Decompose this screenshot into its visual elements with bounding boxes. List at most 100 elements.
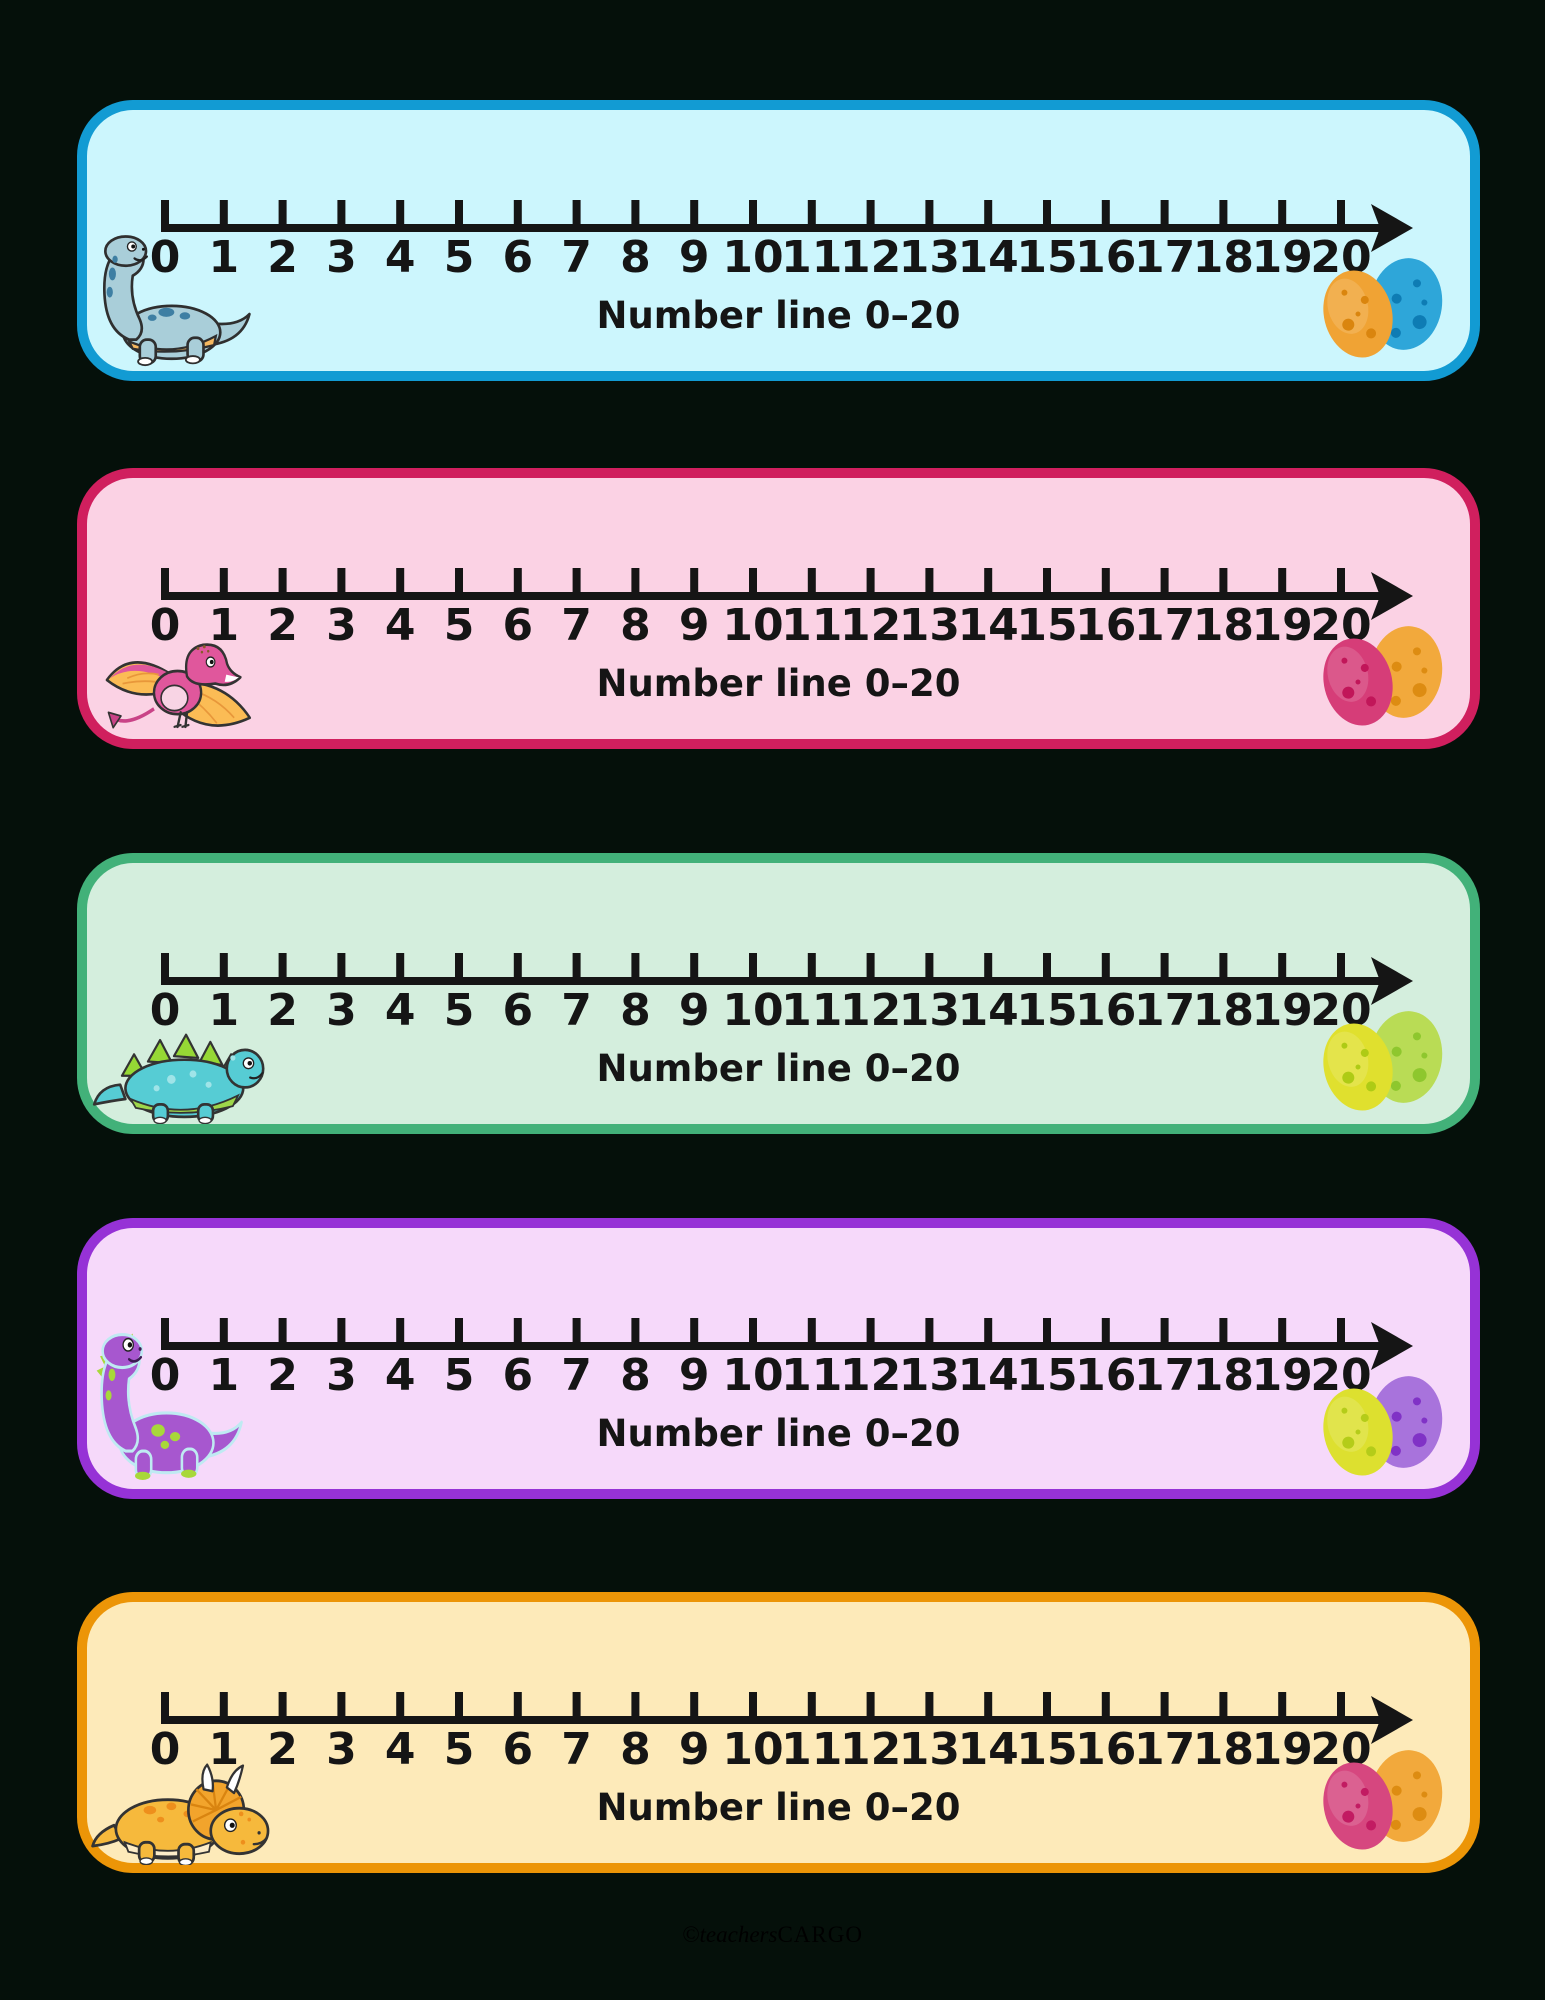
tick-number: 15 (1016, 985, 1078, 1036)
dinosaur-eggs-illustration (1323, 626, 1443, 726)
number-line-card-cyan: 0 1 2 3 4 5 6 7 8 9 10 11 12 13 14 15 16 17 18 19 20 Number … (77, 100, 1480, 381)
tick-number: 8 (620, 600, 651, 651)
tick-number: 9 (678, 600, 710, 651)
tick-number: 2 (267, 1724, 298, 1775)
number-line-title: Number line 0–20 (596, 662, 961, 705)
tick-number: 10 (722, 985, 784, 1036)
number-line-card-pink: 0 1 2 3 4 5 6 7 8 9 10 11 12 13 14 15 16 17 18 19 20 Number … (77, 468, 1480, 749)
watermark: ©teachersCARGO (0, 1922, 1545, 1948)
watermark-caps-part: CARGO (777, 1922, 863, 1947)
tick-number: 0 (149, 232, 181, 283)
tick-number: 19 (1251, 1350, 1313, 1401)
tick-number: 4 (384, 1350, 416, 1401)
tick-number: 11 (781, 232, 843, 283)
tick-number: 5 (443, 1350, 475, 1401)
tick-number: 9 (678, 1724, 710, 1775)
number-line-axis (161, 1692, 1413, 1744)
tick-number: 19 (1251, 1724, 1313, 1775)
tick-number: 7 (561, 600, 592, 651)
tick-number: 3 (326, 600, 357, 651)
tick-number: 15 (1016, 1724, 1078, 1775)
tick-number: 15 (1016, 600, 1078, 651)
number-line-axis (161, 568, 1413, 620)
tick-number: 12 (839, 1350, 902, 1401)
tick-number: 18 (1192, 1724, 1255, 1775)
tick-number: 18 (1192, 1350, 1255, 1401)
tick-number: 17 (1133, 232, 1196, 283)
tick-labels: 0 1 2 3 4 5 6 7 8 9 10 11 12 13 14 15 16 17 18 19 20 (77, 468, 1480, 749)
tick-number: 6 (502, 985, 534, 1036)
tick-number: 5 (443, 600, 475, 651)
number-line-title: Number line 0–20 (596, 294, 961, 337)
tick-number: 9 (678, 232, 710, 283)
tick-number: 4 (384, 1724, 416, 1775)
tick-number: 0 (149, 985, 181, 1036)
tick-number: 8 (620, 1350, 651, 1401)
tick-number: 14 (957, 1350, 1019, 1401)
tick-number: 14 (957, 600, 1019, 651)
tick-number: 9 (678, 1350, 710, 1401)
tick-number: 1 (208, 1724, 240, 1775)
tick-number: 6 (502, 1724, 534, 1775)
number-line-card-purple: 0 1 2 3 4 5 6 7 8 9 10 11 12 13 14 15 16 17 18 19 20 Number … (77, 1218, 1480, 1499)
tick-number: 1 (208, 232, 240, 283)
number-line-title: Number line 0–20 (596, 1412, 961, 1455)
tick-number: 11 (781, 1350, 843, 1401)
tick-number: 14 (957, 232, 1019, 283)
tick-number: 0 (149, 1350, 181, 1401)
tick-number: 3 (326, 232, 357, 283)
tick-number: 16 (1075, 600, 1137, 651)
tick-labels: 0 1 2 3 4 5 6 7 8 9 10 11 12 13 14 15 16 17 18 19 20 (77, 1218, 1480, 1499)
tick-number: 10 (722, 232, 784, 283)
stegosaurus-dinosaur-illustration (92, 1033, 265, 1124)
tick-number: 3 (326, 985, 357, 1036)
tick-number: 13 (898, 1724, 961, 1775)
tick-number: 8 (620, 232, 651, 283)
tick-number: 17 (1133, 985, 1196, 1036)
tick-number: 10 (722, 1350, 784, 1401)
tick-number: 4 (384, 232, 416, 283)
number-line-card-green: 0 1 2 3 4 5 6 7 8 9 10 11 12 13 14 15 16 17 18 19 20 Number … (77, 853, 1480, 1134)
tick-number: 3 (326, 1350, 357, 1401)
tick-number: 14 (957, 1724, 1019, 1775)
watermark-script-part: ©teachers (682, 1922, 778, 1947)
tick-number: 18 (1192, 985, 1255, 1036)
tick-number: 16 (1075, 232, 1137, 283)
pterodactyl-dinosaur-illustration (105, 643, 252, 729)
tick-number: 12 (839, 600, 902, 651)
tick-number: 19 (1251, 232, 1313, 283)
tick-number: 0 (149, 1724, 181, 1775)
tick-number: 1 (208, 600, 240, 651)
number-line-title: Number line 0–20 (596, 1786, 961, 1829)
tick-number: 10 (722, 1724, 784, 1775)
tick-number: 6 (502, 232, 534, 283)
triceratops-dinosaur-illustration (91, 1763, 270, 1865)
tick-number: 17 (1133, 600, 1196, 651)
tick-number: 13 (898, 1350, 961, 1401)
tick-number: 4 (384, 985, 416, 1036)
tick-number: 2 (267, 600, 298, 651)
tick-number: 18 (1192, 600, 1255, 651)
tick-number: 1 (208, 985, 240, 1036)
tick-number: 5 (443, 232, 475, 283)
number-line-axis (161, 1318, 1413, 1370)
dinosaur-eggs-illustration (1323, 1376, 1443, 1476)
tick-number: 15 (1016, 232, 1078, 283)
tick-number: 6 (502, 1350, 534, 1401)
dinosaur-eggs-illustration (1323, 258, 1443, 358)
tick-number: 7 (561, 985, 592, 1036)
tick-number: 11 (781, 985, 843, 1036)
sauropod-dinosaur-illustration (96, 1332, 243, 1480)
number-line-axis (161, 200, 1413, 252)
tick-number: 18 (1192, 232, 1255, 283)
tick-number: 12 (839, 1724, 902, 1775)
dinosaur-eggs-illustration (1323, 1011, 1443, 1111)
tick-number: 2 (267, 1350, 298, 1401)
tick-number: 16 (1075, 1724, 1137, 1775)
number-line-card-orange: 0 1 2 3 4 5 6 7 8 9 10 11 12 13 14 15 16 17 18 19 20 Number … (77, 1592, 1480, 1873)
tick-labels: 0 1 2 3 4 5 6 7 8 9 10 11 12 13 14 15 16 17 18 19 20 (77, 1592, 1480, 1873)
tick-number: 5 (443, 1724, 475, 1775)
tick-number: 4 (384, 600, 416, 651)
tick-number: 12 (839, 232, 902, 283)
number-line-title: Number line 0–20 (596, 1047, 961, 1090)
